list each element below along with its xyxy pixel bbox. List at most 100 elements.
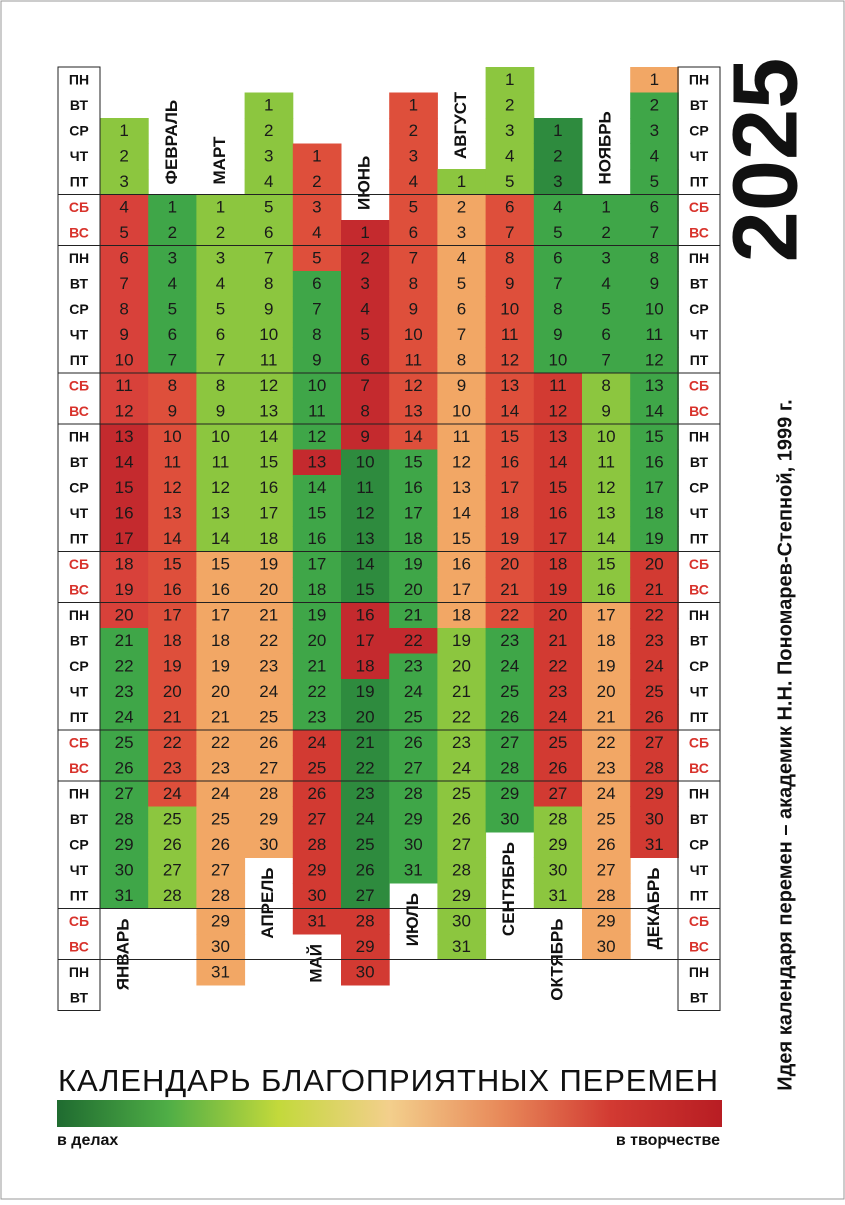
day-cell	[582, 220, 631, 246]
day-cell	[582, 806, 631, 833]
day-number: 22	[452, 708, 471, 727]
day-number: 9	[457, 376, 466, 395]
month-name: АПРЕЛЬ	[258, 868, 277, 939]
day-cell	[389, 551, 438, 578]
weekday-label: ПН	[69, 785, 89, 801]
day-number: 3	[119, 172, 128, 191]
day-number: 22	[597, 733, 616, 752]
day-cell	[485, 449, 535, 476]
day-number: 30	[259, 835, 278, 854]
day-cell	[485, 424, 535, 450]
day-cell	[533, 500, 583, 527]
day-cell	[630, 653, 679, 680]
day-number: 21	[259, 606, 278, 625]
day-cell	[630, 806, 679, 833]
weekday-label: ВТ	[690, 454, 709, 470]
weekday-label: ПН	[689, 785, 709, 801]
day-cell	[533, 322, 583, 348]
day-number: 18	[163, 631, 182, 650]
weekday-label: СР	[689, 836, 708, 852]
day-cell	[389, 704, 438, 731]
day-number: 7	[360, 376, 369, 395]
day-number: 7	[601, 351, 610, 370]
day-number: 19	[259, 555, 278, 574]
day-number: 6	[216, 325, 225, 344]
day-cell	[244, 398, 294, 425]
day-cell	[582, 526, 631, 552]
day-number: 29	[307, 861, 326, 880]
day-number: 17	[452, 580, 471, 599]
day-number: 23	[645, 631, 664, 650]
day-cell	[582, 296, 631, 323]
day-number: 20	[163, 682, 182, 701]
day-cell	[389, 143, 438, 170]
weekday-label: ВТ	[70, 989, 89, 1005]
day-cell	[196, 857, 246, 884]
day-number: 13	[645, 376, 664, 395]
day-number: 12	[259, 376, 278, 395]
day-cell	[196, 934, 246, 960]
day-number: 19	[356, 682, 375, 701]
day-number: 4	[409, 172, 418, 191]
day-number: 25	[307, 759, 326, 778]
day-cell	[389, 271, 438, 297]
day-number: 29	[548, 835, 567, 854]
day-cell	[582, 628, 631, 654]
weekday-label: ВС	[689, 581, 709, 597]
day-cell	[389, 424, 438, 450]
day-cell	[148, 194, 197, 221]
day-number: 21	[645, 580, 664, 599]
day-cell	[100, 781, 149, 807]
day-number: 6	[119, 249, 128, 268]
day-cell	[292, 883, 342, 909]
day-cell	[533, 475, 583, 501]
day-number: 28	[356, 912, 375, 931]
day-cell	[196, 245, 246, 272]
day-cell	[196, 424, 246, 450]
weekday-label: СБ	[689, 734, 709, 750]
weekday-label: ЧТ	[70, 683, 89, 699]
day-number: 12	[307, 427, 326, 446]
day-cell	[292, 475, 342, 501]
day-number: 17	[211, 606, 230, 625]
day-cell	[196, 500, 246, 527]
day-number: 11	[453, 427, 471, 446]
weekday-label: СБ	[689, 199, 709, 215]
day-number: 27	[404, 759, 423, 778]
day-cell	[341, 806, 390, 833]
day-number: 9	[505, 274, 514, 293]
day-number: 1	[312, 147, 321, 166]
day-cell	[582, 245, 631, 272]
day-cell	[196, 475, 246, 501]
day-cell	[485, 296, 535, 323]
day-cell	[437, 577, 487, 603]
day-number: 23	[500, 631, 519, 650]
day-number: 14	[404, 427, 423, 446]
day-cell	[630, 424, 679, 450]
day-cell	[292, 704, 342, 731]
day-cell	[292, 832, 342, 858]
day-cell	[485, 602, 535, 629]
day-number: 8	[553, 300, 562, 319]
day-cell	[389, 398, 438, 425]
day-cell	[485, 679, 535, 705]
day-number: 10	[597, 427, 616, 446]
day-number: 26	[307, 784, 326, 803]
day-cell	[389, 347, 438, 374]
day-cell	[630, 220, 679, 246]
day-cell	[533, 704, 583, 731]
day-cell	[100, 118, 149, 144]
day-number: 22	[115, 657, 134, 676]
day-cell	[485, 398, 535, 425]
day-cell	[196, 526, 246, 552]
weekday-label: ВТ	[70, 454, 89, 470]
day-number: 5	[553, 223, 562, 242]
day-cell	[437, 373, 487, 399]
day-number: 14	[500, 402, 519, 421]
weekday-label: СБ	[689, 556, 709, 572]
day-number: 14	[259, 427, 278, 446]
day-number: 1	[505, 70, 514, 89]
day-cell	[341, 628, 390, 654]
day-number: 28	[500, 759, 519, 778]
